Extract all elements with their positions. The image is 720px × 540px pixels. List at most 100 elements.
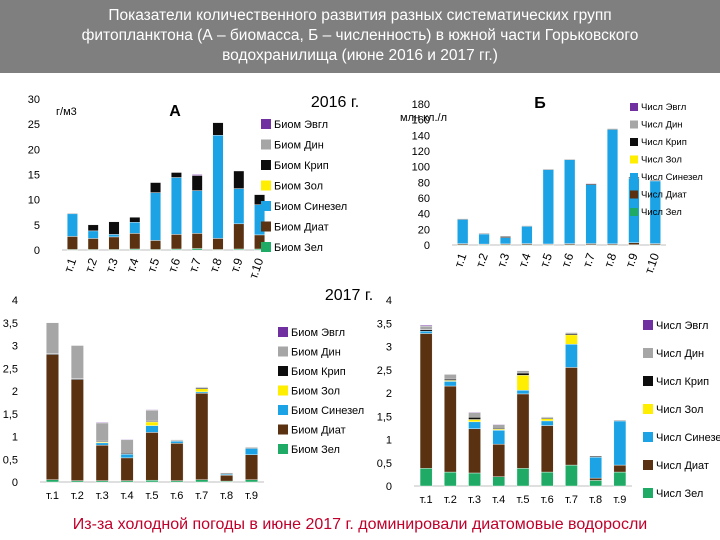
bar-segment [468, 421, 481, 430]
bar-segment [95, 422, 109, 424]
bar-segment [120, 454, 134, 459]
bar-segment [492, 443, 506, 477]
x-tick-label: т.3 [103, 256, 121, 274]
bar-segment [150, 182, 161, 193]
legend-swatch [630, 190, 638, 199]
y-tick-label: 4 [12, 295, 18, 307]
legend-entry: Числ Зел [641, 207, 682, 218]
bar-segment [66, 236, 78, 250]
bar-segment [212, 135, 224, 239]
legend-swatch [261, 139, 271, 150]
bar-segment [46, 322, 59, 354]
bar-segment [195, 391, 209, 394]
bar-segment [70, 480, 84, 483]
bar-segment [444, 471, 457, 487]
bar-segment [492, 423, 506, 425]
bar-segment [212, 238, 224, 250]
y-tick-label: 2 [386, 388, 392, 400]
bar-segment [170, 480, 184, 483]
legend-swatch [261, 160, 271, 170]
bar-segment [444, 374, 457, 380]
bar-segment [565, 332, 578, 334]
legend-swatch [643, 376, 653, 386]
y-axis-label: млн кл./л [400, 112, 447, 124]
bar-segment [245, 446, 258, 449]
title-line-2: фитопланктона (А – биомасса, Б – численн… [81, 27, 639, 44]
x-tick-label: т.7 [565, 494, 578, 506]
y-tick-label: 30 [28, 94, 40, 106]
bar-segment [70, 345, 84, 379]
bar-segment [145, 409, 159, 411]
bar-segment [150, 240, 161, 250]
y-tick-label: 140 [412, 130, 430, 142]
bar-segment [585, 182, 597, 184]
bar-segment [220, 472, 234, 474]
bar-segment [120, 457, 134, 481]
bar-segment [108, 234, 120, 238]
legend-entry: Биом Зел [274, 242, 323, 254]
bar-segment [245, 448, 258, 455]
footer-conclusion: Из-за холодной погоды в июне 2017 г. дом… [72, 516, 648, 533]
bar-segment [220, 474, 234, 482]
bar-segment [129, 233, 141, 250]
bar-segment [613, 464, 627, 473]
bar-segment [195, 479, 209, 483]
x-tick-label: т.8 [601, 251, 619, 269]
bar-segment [254, 194, 265, 205]
x-tick-label: т.2 [82, 256, 100, 274]
legend-swatch [261, 221, 271, 232]
legend-entry: Биом Крип [274, 160, 329, 172]
x-tick-label: т.5 [144, 256, 162, 274]
legend-swatch [261, 119, 271, 129]
y-tick-label: 3 [386, 342, 392, 354]
legend-swatch [630, 208, 638, 216]
x-tick-label: т.7 [195, 490, 208, 502]
x-tick-label: т.2 [473, 251, 491, 269]
bar-segment [87, 230, 99, 239]
x-tick-label: т.1 [46, 490, 59, 502]
legend-swatch [278, 385, 288, 396]
x-tick-label: т.8 [220, 490, 233, 502]
x-tick-label: т.5 [146, 490, 159, 502]
legend-entry: Числ Эвгл [641, 102, 686, 113]
legend-swatch [278, 366, 288, 376]
y-tick-label: 20 [28, 144, 40, 156]
bar-segment [565, 333, 578, 336]
bar-segment [108, 221, 120, 235]
x-tick-label: т.1 [61, 256, 79, 274]
legend-swatch [630, 173, 638, 181]
legend-entry: Биом Диат [274, 222, 329, 234]
bar-segment [245, 454, 258, 480]
bar-segment [606, 128, 619, 130]
bar-segment [492, 430, 506, 445]
legend-entry: Биом Дин [274, 140, 324, 152]
bar-segment [145, 425, 159, 433]
bar-segment [492, 424, 506, 429]
bar-segment [649, 179, 661, 182]
bar-segment [589, 456, 602, 479]
x-tick-label: т.3 [96, 490, 109, 502]
legend-entry: Числ Зол [641, 155, 682, 166]
bar-segment [540, 471, 554, 487]
legend-swatch [643, 320, 653, 330]
legend-swatch [278, 327, 288, 337]
bar-segment [66, 213, 78, 237]
legend-swatch [643, 460, 653, 470]
x-tick-label: т.6 [541, 494, 554, 506]
legend-swatch [278, 444, 288, 454]
bar-segment [191, 174, 203, 176]
bar-segment [191, 248, 203, 251]
bar-segment [95, 444, 109, 481]
bar-segment [521, 225, 533, 227]
bar-segment [606, 129, 619, 245]
y-tick-label: 25 [28, 119, 40, 131]
bar-segment [233, 170, 245, 189]
bar-segment [468, 412, 481, 418]
x-tick-label: т.2 [444, 494, 457, 506]
x-tick-label: т.10 [642, 251, 662, 276]
bar-segment [419, 468, 433, 487]
bar-segment [170, 177, 182, 235]
legend-entry: Числ Зол [656, 404, 703, 416]
bar-segment [564, 159, 576, 244]
